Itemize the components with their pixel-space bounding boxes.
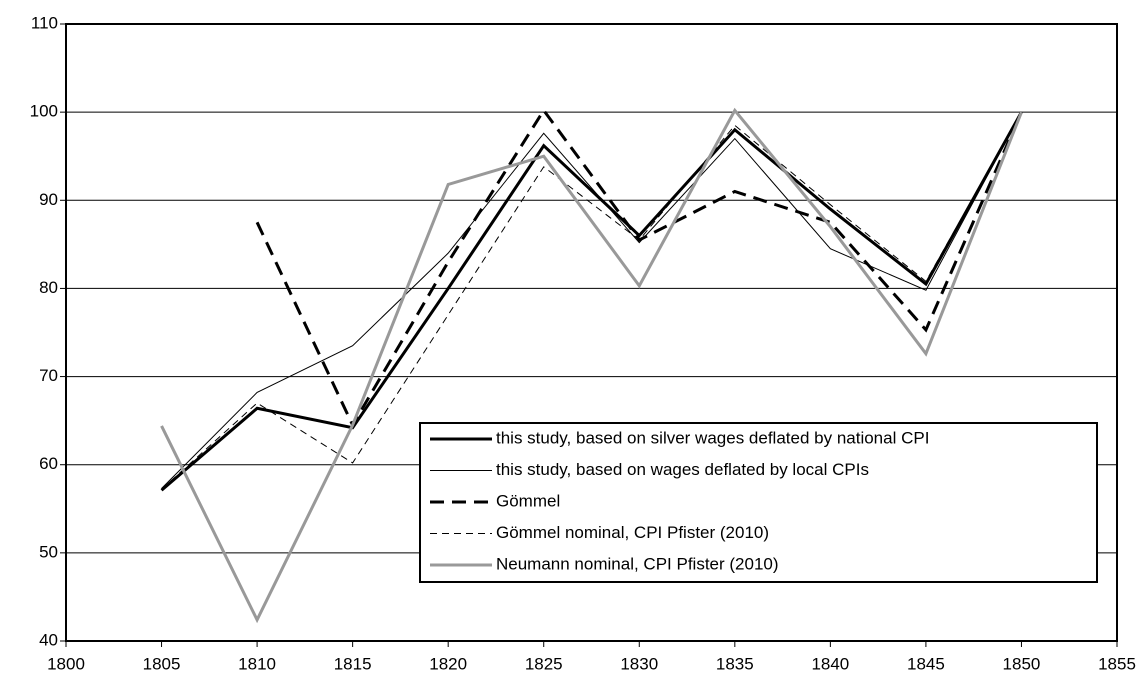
legend-label: this study, based on wages deflated by l…	[496, 460, 869, 479]
x-tick-label: 1830	[620, 654, 658, 673]
x-tick-label: 1805	[143, 654, 181, 673]
legend-label: Neumann nominal, CPI Pfister (2010)	[496, 554, 779, 573]
x-tick-label: 1845	[907, 654, 945, 673]
legend-label: Gömmel nominal, CPI Pfister (2010)	[496, 523, 769, 542]
y-tick-label: 80	[39, 278, 58, 297]
y-tick-label: 100	[30, 102, 58, 121]
x-tick-label: 1835	[716, 654, 754, 673]
plot-border	[65, 23, 1118, 642]
x-tick-label: 1820	[429, 654, 467, 673]
x-tick-label: 1850	[1003, 654, 1041, 673]
x-tick-label: 1810	[238, 654, 276, 673]
x-tick-label: 1815	[334, 654, 372, 673]
y-tick-label: 90	[39, 190, 58, 209]
y-tick-label: 110	[31, 13, 58, 32]
series-line	[161, 111, 1022, 490]
series-line	[160, 107, 1023, 624]
series-line	[160, 111, 1023, 492]
x-tick-label: 1800	[47, 654, 85, 673]
y-tick-label: 40	[39, 630, 58, 649]
y-tick-label: 50	[39, 542, 58, 561]
legend-label: this study, based on silver wages deflat…	[496, 428, 929, 447]
legend-label: Gömmel	[496, 491, 560, 510]
x-tick-label: 1840	[811, 654, 849, 673]
y-tick-label: 60	[39, 454, 58, 473]
legend-box	[419, 422, 1098, 583]
x-tick-label: 1825	[525, 654, 563, 673]
series-line	[161, 111, 1022, 489]
x-tick-label: 1855	[1098, 654, 1136, 673]
y-tick-label: 70	[39, 366, 58, 385]
